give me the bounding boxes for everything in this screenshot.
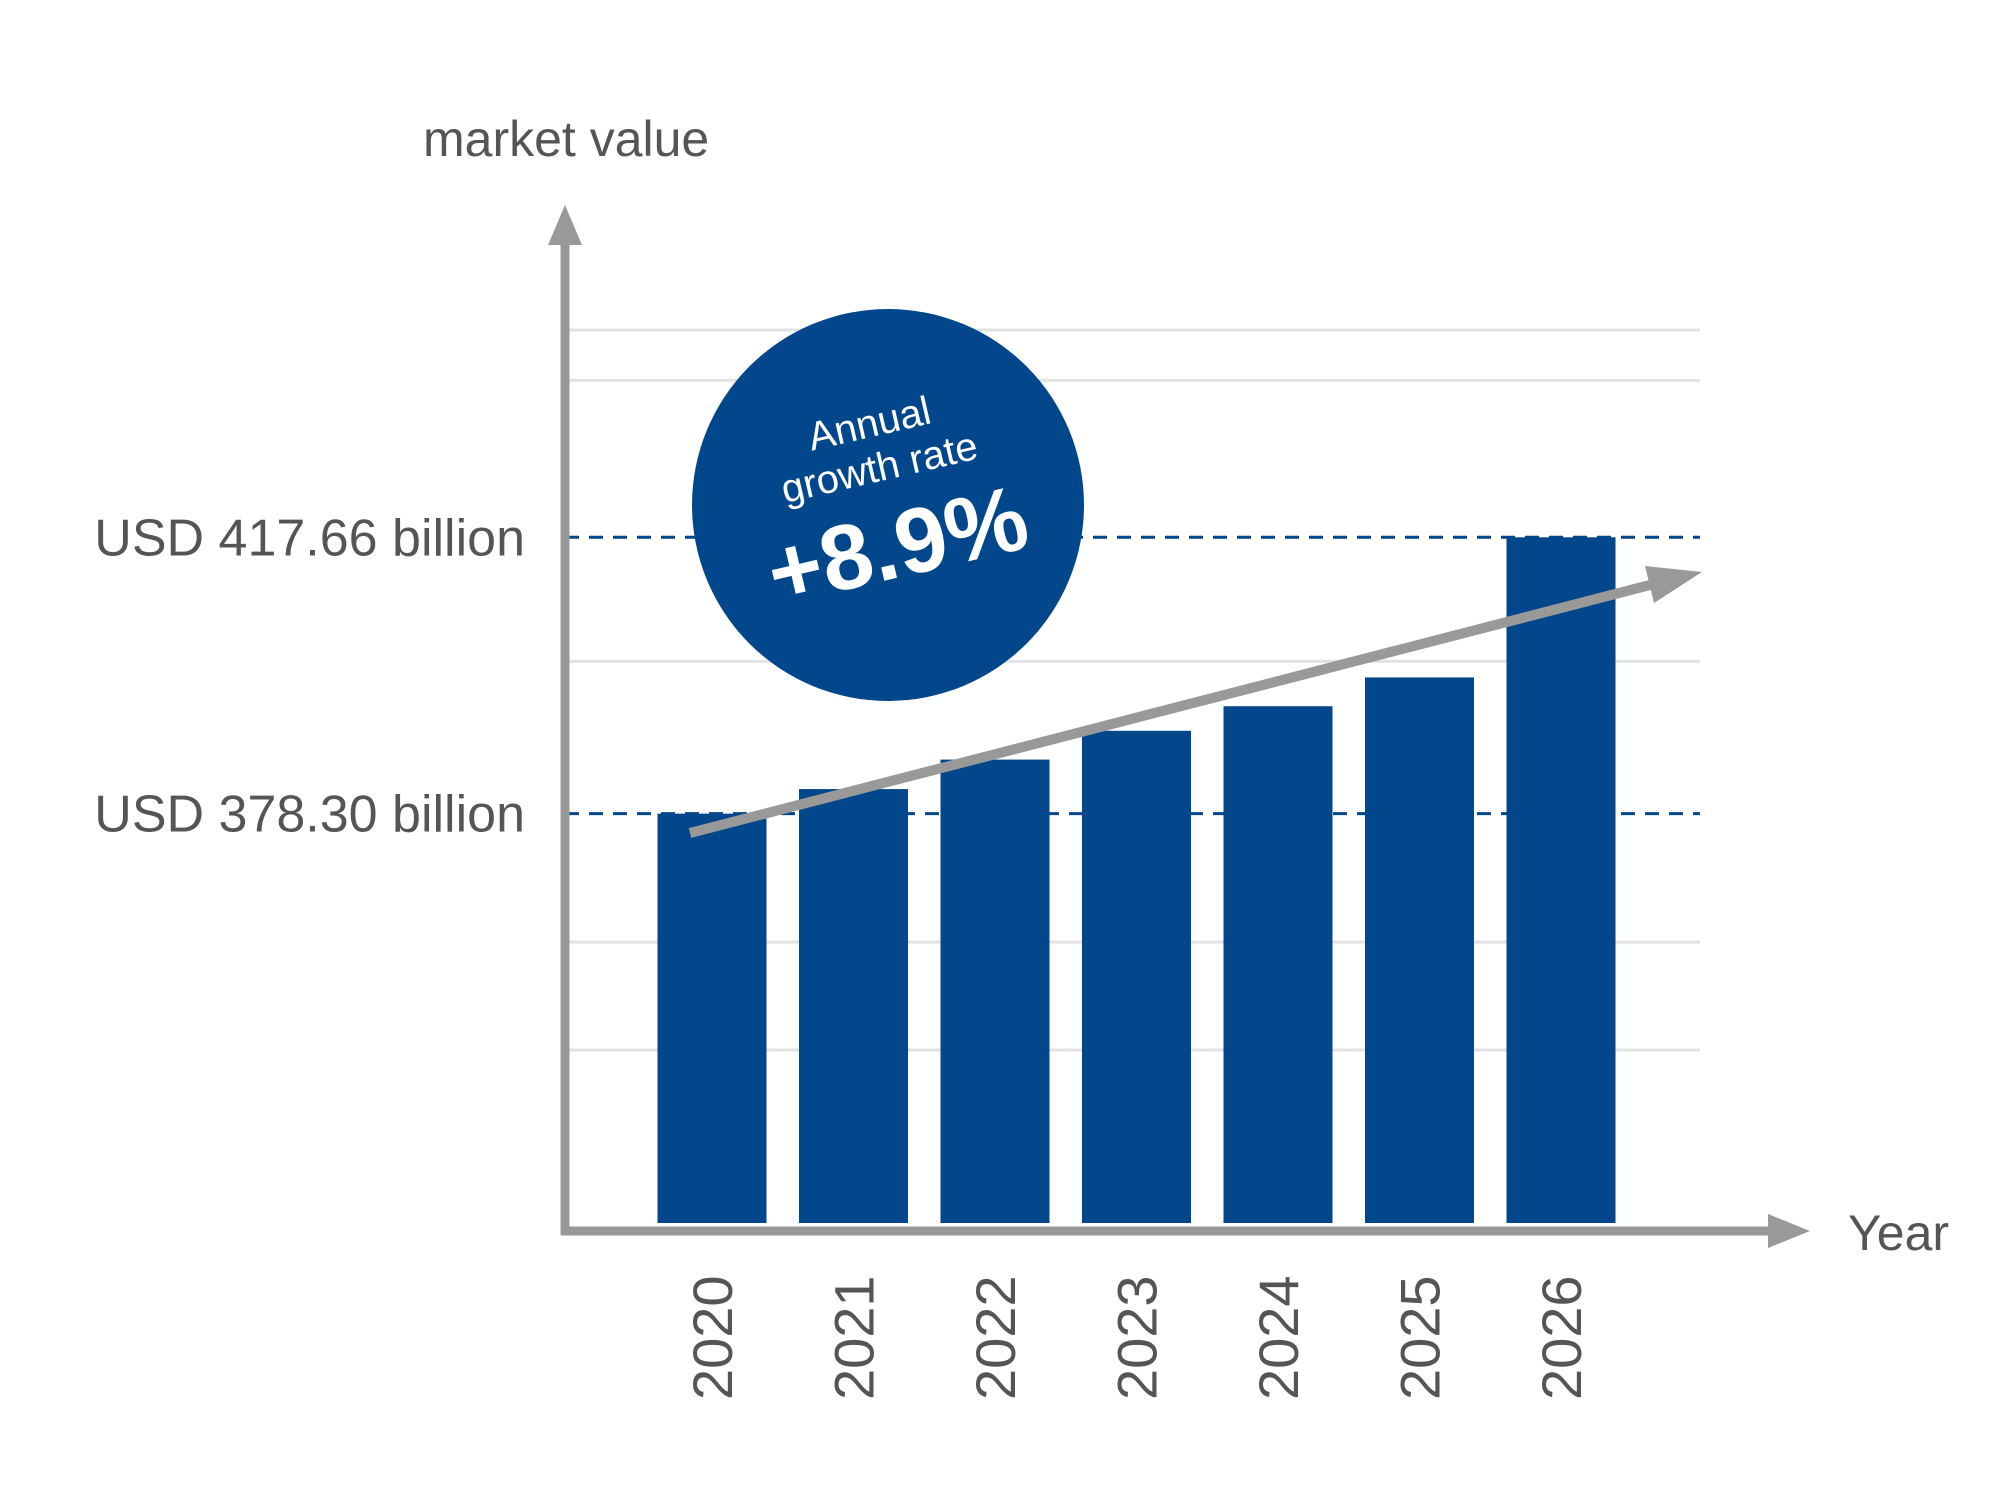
tick-label-2020: 2020: [681, 1275, 744, 1400]
reference-label-2: USD 378.30 billion: [94, 786, 525, 844]
bar-2020: [657, 813, 767, 1223]
reference-lines: USD 417.66 billion USD 378.30 billion: [94, 509, 1700, 844]
bar-2026: [1506, 537, 1616, 1223]
y-axis-arrowhead: [548, 205, 582, 245]
y-axis-label: market value: [423, 111, 709, 167]
reference-label-1: USD 417.66 billion: [94, 509, 525, 567]
bar-2021: [799, 789, 908, 1223]
growth-rate-badge: Annual growth rate +8.9%: [692, 309, 1084, 701]
tick-label-2021: 2021: [823, 1275, 886, 1400]
bars: [657, 537, 1616, 1223]
x-tick-labels: 2020 2021 2022 2023 2024 2025 2026: [681, 1275, 1593, 1400]
x-axis-arrowhead: [1768, 1214, 1810, 1248]
tick-label-2023: 2023: [1106, 1275, 1169, 1400]
bar-2024: [1223, 706, 1333, 1223]
bar-2022: [940, 759, 1050, 1223]
tick-label-2025: 2025: [1389, 1275, 1452, 1400]
tick-label-2026: 2026: [1530, 1275, 1593, 1400]
bar-2025: [1365, 677, 1474, 1223]
trend-arrow: [688, 566, 1702, 838]
x-axis-label: Year: [1848, 1205, 1949, 1261]
badge-circle: [692, 309, 1084, 701]
tick-label-2024: 2024: [1247, 1275, 1310, 1400]
tick-label-2022: 2022: [964, 1275, 1027, 1400]
bar-2023: [1082, 730, 1191, 1223]
